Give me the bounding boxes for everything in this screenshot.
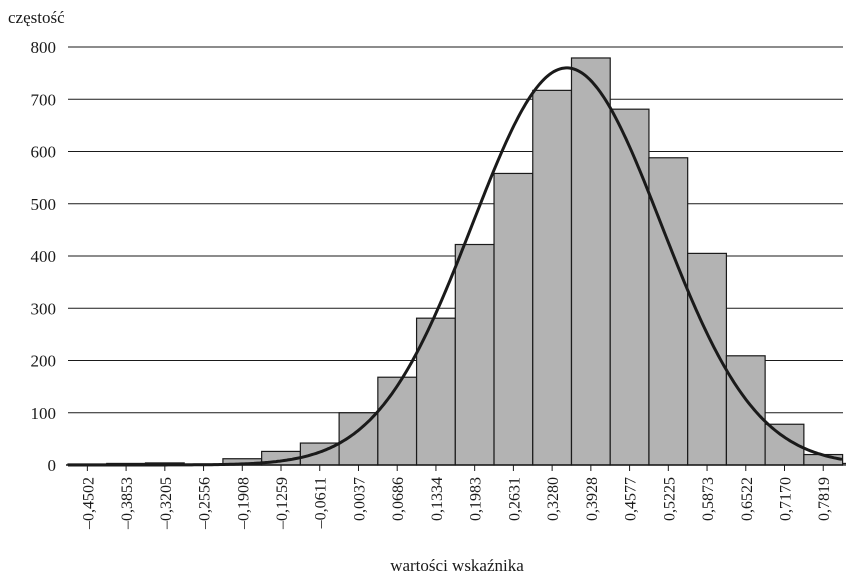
- x-tick-label: 0,1983: [468, 477, 485, 521]
- y-tick-label: 0: [48, 456, 57, 475]
- y-axis-label: częstość: [8, 8, 65, 27]
- histogram-bar: [493, 172, 534, 466]
- histogram-bar: [454, 243, 495, 466]
- x-tick-label: 0,3928: [584, 477, 601, 521]
- x-tick-label: 0,7170: [778, 477, 795, 521]
- y-tick-label: 100: [31, 404, 57, 423]
- x-axis-label: wartości wskaźnika: [390, 556, 524, 573]
- y-tick-label: 300: [31, 299, 57, 318]
- x-axis-ticks: [86, 465, 824, 471]
- x-tick-label: 0,5873: [700, 477, 717, 521]
- x-tick-label: –0,0611: [313, 477, 330, 529]
- x-tick-label: 0,2631: [506, 477, 523, 521]
- x-tick-label: 0,3280: [545, 477, 562, 521]
- x-tick-label: 0,5225: [661, 477, 678, 521]
- x-tick-label: –0,3205: [158, 477, 175, 530]
- histogram-bar: [532, 89, 573, 466]
- x-tick-label: –0,1259: [274, 477, 291, 530]
- x-tick-label: –0,1908: [235, 477, 252, 530]
- x-tick-label: 0,0686: [390, 477, 407, 521]
- y-tick-labels: 0 100 200 300 400 500 600 700 800: [31, 38, 57, 475]
- y-tick-label: 600: [31, 143, 57, 162]
- histogram-bar: [725, 355, 766, 466]
- x-tick-label: –0,2556: [197, 477, 214, 530]
- y-tick-label: 700: [31, 90, 57, 109]
- histogram-bar: [609, 108, 650, 466]
- x-tick-label: 0,4577: [623, 477, 640, 521]
- histogram-bar: [841, 462, 846, 466]
- x-tick-label: 0,1334: [429, 477, 446, 521]
- x-tick-labels: –0,4502 –0,3853 –0,3205 –0,2556 –0,1908 –0,12…: [80, 477, 833, 530]
- histogram-bar: [377, 376, 418, 466]
- x-tick-label: 0,6522: [739, 477, 756, 521]
- y-tick-label: 500: [31, 195, 57, 214]
- x-tick-label: 0,0037: [351, 477, 368, 521]
- histogram-bar: [570, 57, 611, 466]
- y-tick-label: 200: [31, 352, 57, 371]
- x-tick-label: –0,3853: [119, 477, 136, 530]
- y-tick-label: 800: [31, 38, 57, 57]
- x-tick-label: 0,7819: [816, 477, 833, 521]
- y-tick-label: 400: [31, 247, 57, 266]
- x-tick-label: –0,4502: [80, 477, 97, 530]
